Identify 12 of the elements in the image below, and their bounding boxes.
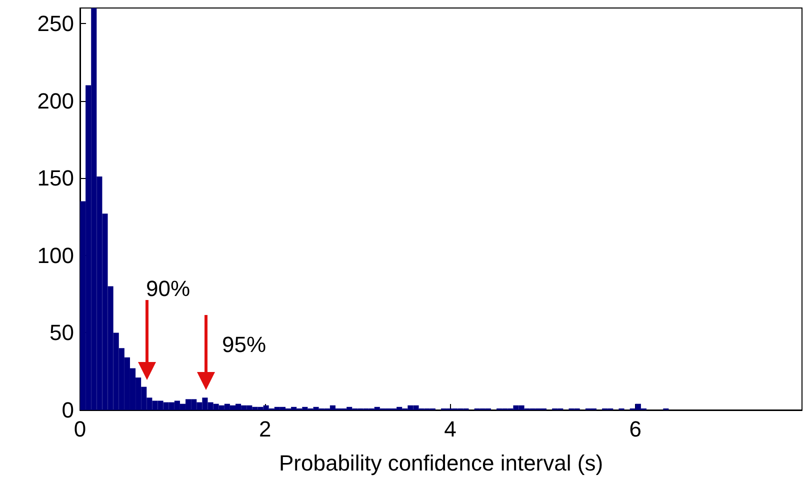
y-tick-label: 0 bbox=[62, 398, 74, 422]
y-tick-label: 250 bbox=[37, 10, 74, 36]
x-tick-label: 2 bbox=[259, 416, 272, 442]
y-tick-label: 100 bbox=[37, 242, 74, 268]
x-axis-title: Probability confidence interval (s) bbox=[278, 450, 604, 476]
annotation: 95% bbox=[222, 332, 266, 358]
y-tick-label: 150 bbox=[37, 166, 74, 191]
x-tick-label: 6 bbox=[629, 416, 642, 442]
annotation: 90% bbox=[146, 276, 190, 302]
y-tick-label: 50 bbox=[50, 320, 74, 346]
x-tick-label: 4 bbox=[444, 416, 456, 442]
y-tick-label: 200 bbox=[37, 88, 74, 114]
